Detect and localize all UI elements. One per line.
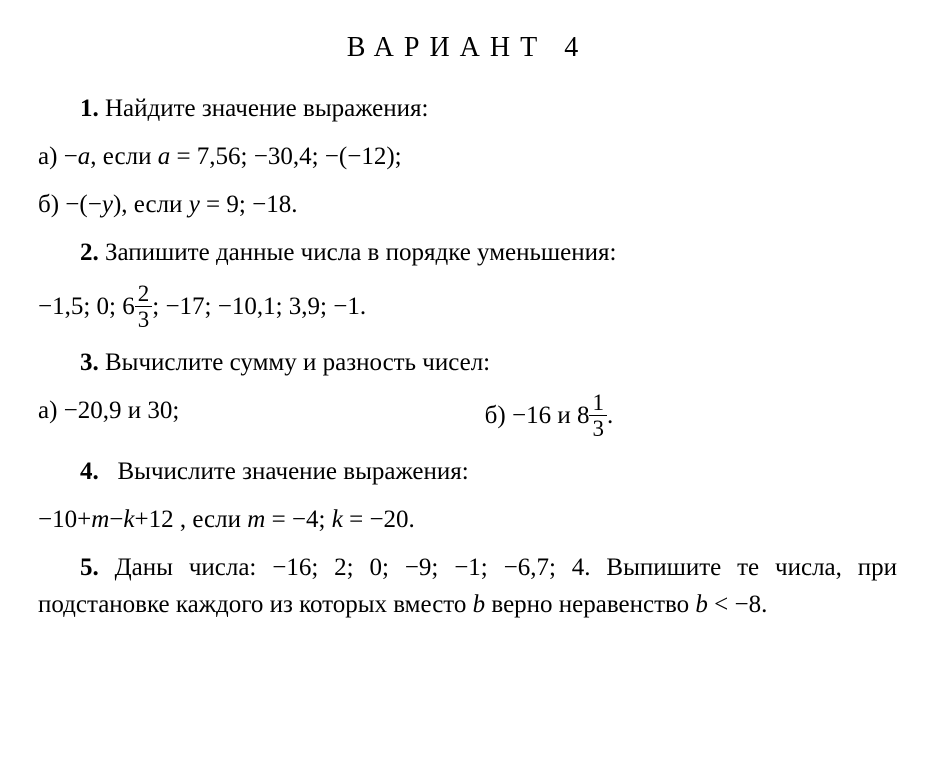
q2-number: 2. xyxy=(80,239,99,266)
q4-e1: −10+ xyxy=(38,506,91,533)
q1-a-pre: − xyxy=(64,143,78,170)
q1-number: 1. xyxy=(80,95,99,122)
q4-e5: = −20. xyxy=(343,506,415,533)
q3-b-post: . xyxy=(607,402,613,429)
frac-den-2: 3 xyxy=(589,416,607,440)
q5-number: 5. xyxy=(80,554,99,581)
q4-prompt: 4. Вычислите значение выражения: xyxy=(38,454,897,490)
q3-number: 3. xyxy=(80,349,99,376)
q1-a-mid: , если xyxy=(90,143,157,170)
q5-nums: −16; 2; 0; −9; −1; −6,7; 4. xyxy=(272,554,590,581)
q5-tail2: верно неравенство xyxy=(485,591,695,618)
q4-e4: = −4; xyxy=(265,506,331,533)
q3-b-label: б) xyxy=(485,402,512,429)
q4-var-m: m xyxy=(91,506,109,533)
q1-line-a: а) −a, если a = 7,56; −30,4; −(−12); xyxy=(38,139,897,175)
q3-prompt: 3. Вычислите сумму и разность чисел: xyxy=(38,345,897,381)
page-title: ВАРИАНТ 4 xyxy=(38,28,897,69)
q1-a-var: a xyxy=(78,143,91,170)
q4-number: 4. xyxy=(80,458,99,485)
q5-lead: Даны числа: xyxy=(115,554,273,581)
q5-body: 5. Даны числа: −16; 2; 0; −9; −1; −6,7; … xyxy=(38,550,897,623)
q1-a-var2: a xyxy=(158,143,171,170)
frac-num-2: 1 xyxy=(589,391,607,416)
q2-seq-post: ; −17; −10,1; 3,9; −1. xyxy=(152,293,366,320)
q1-b-label: б) xyxy=(38,191,65,218)
q3-item-a: а) −20,9 и 30; xyxy=(38,393,485,442)
q1-a-rest: = 7,56; −30,4; −(−12); xyxy=(170,143,401,170)
q5-ineq-b: b xyxy=(695,591,708,618)
q1-b-pre: −(− xyxy=(65,191,102,218)
q3-items: а) −20,9 и 30; б) −16 и 813. xyxy=(38,393,897,442)
q3-a-label: а) xyxy=(38,397,64,424)
q1-b-rest: = 9; −18. xyxy=(200,191,298,218)
q2-prompt-text: Запишите данные числа в порядке уменьшен… xyxy=(105,239,616,266)
frac-num: 2 xyxy=(135,282,153,307)
page: ВАРИАНТ 4 1. Найдите значение выражения:… xyxy=(0,0,939,768)
q3-b-pre: −16 и 8 xyxy=(512,402,589,429)
q3-a-text: −20,9 и 30; xyxy=(64,397,180,424)
q5-var-b: b xyxy=(473,591,486,618)
fraction-1-3: 13 xyxy=(589,391,607,440)
q5-ineq-rest: < −8. xyxy=(708,591,767,618)
q1-prompt-text-v: Найдите значение выражения: xyxy=(105,95,428,122)
q3-item-b: б) −16 и 813. xyxy=(485,393,897,442)
q1-b-mid: ), если xyxy=(113,191,189,218)
q1-line-b: б) −(−y), если y = 9; −18. xyxy=(38,187,897,223)
q4-var-k: k xyxy=(123,506,134,533)
q1-b-var: y xyxy=(102,191,113,218)
q2-prompt: 2. Запишите данные числа в порядке умень… xyxy=(38,235,897,271)
q3-prompt-text: Вычислите сумму и разность чисел: xyxy=(105,349,490,376)
q1-b-var2: y xyxy=(189,191,200,218)
q2-sequence: −1,5; 0; 623; −17; −10,1; 3,9; −1. xyxy=(38,284,897,333)
q4-expression: −10+m−k+12 , если m = −4; k = −20. xyxy=(38,502,897,538)
fraction-2-3: 23 xyxy=(135,282,153,331)
q2-seq-pre: −1,5; 0; 6 xyxy=(38,293,135,320)
q4-prompt-text: Вычислите значение выражения: xyxy=(118,458,469,485)
q1-a-label: а) xyxy=(38,143,64,170)
q4-var-m2: m xyxy=(247,506,265,533)
frac-den: 3 xyxy=(135,307,153,331)
q4-var-k2: k xyxy=(332,506,343,533)
q1-prompt: 1. Найдите значение выражения: xyxy=(38,91,897,127)
q4-e3: +12 , если xyxy=(134,506,247,533)
q4-e2: − xyxy=(109,506,123,533)
